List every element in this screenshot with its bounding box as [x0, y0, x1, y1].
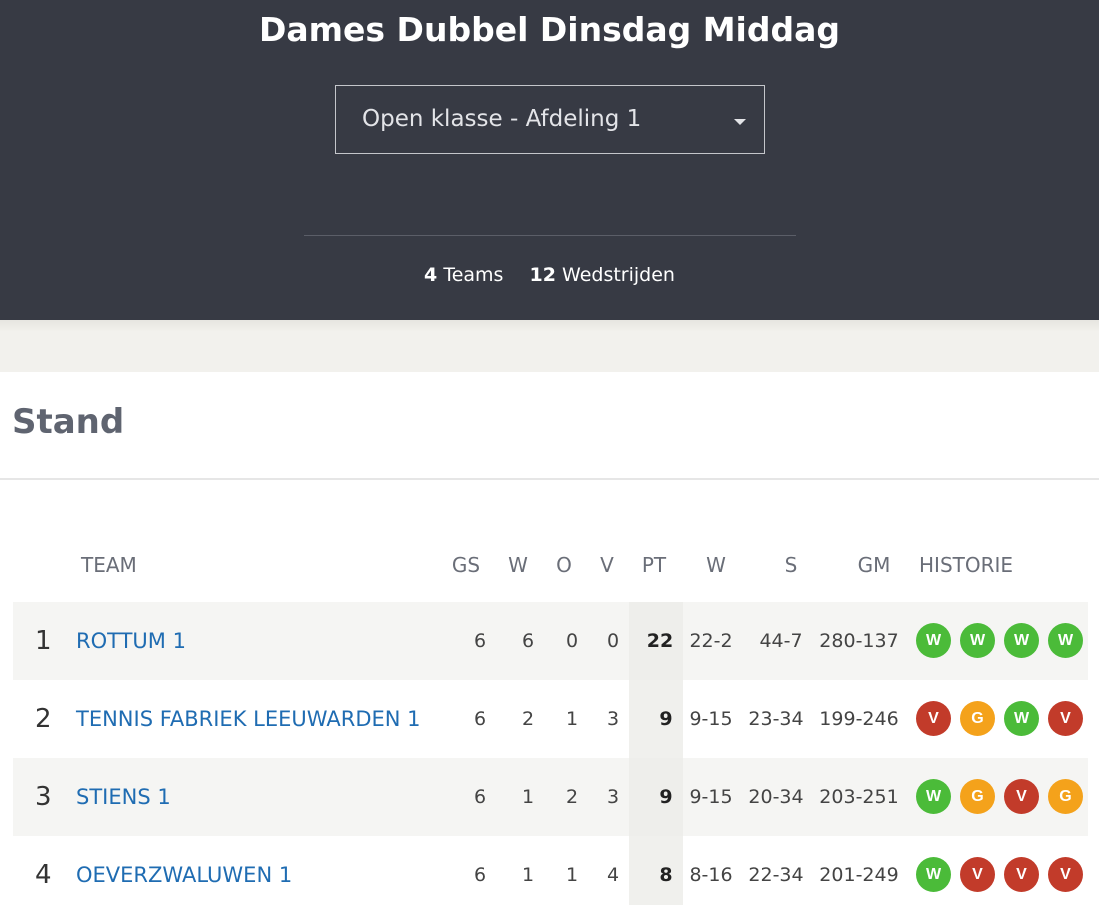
- history-badge: V: [1048, 701, 1083, 736]
- table-row: 1 ROTTUM 1 6 6 0 0 22 22-2 44-7 280-137 …: [13, 602, 1088, 680]
- cell-pt: 9: [659, 708, 673, 730]
- history-badge: W: [916, 857, 951, 892]
- cell-pt: 9: [659, 786, 673, 808]
- header-divider: [304, 235, 796, 236]
- cell-pt: 8: [659, 864, 673, 886]
- team-link[interactable]: STIENS 1: [76, 785, 171, 809]
- section-divider: [0, 478, 1099, 480]
- history-badge: G: [960, 701, 995, 736]
- history-badges: W V V V: [916, 857, 1092, 892]
- cell-w: 2: [521, 708, 535, 730]
- cell-gm: 201-249: [819, 864, 899, 886]
- history-badge: V: [1004, 857, 1039, 892]
- history-badge: V: [1048, 857, 1083, 892]
- table-row: 2 TENNIS FABRIEK LEEUWARDEN 1 6 2 1 3 9 …: [13, 680, 1088, 758]
- row-position: 2: [35, 704, 52, 734]
- team-link[interactable]: TENNIS FABRIEK LEEUWARDEN 1: [76, 707, 421, 731]
- cell-gs: 6: [473, 786, 487, 808]
- cell-v: 3: [606, 708, 620, 730]
- history-badge: W: [916, 623, 951, 658]
- teams-count: 4: [424, 264, 438, 286]
- cell-s: 44-7: [759, 630, 803, 652]
- row-position: 1: [35, 626, 52, 656]
- header-w2: W: [706, 553, 726, 577]
- competition-stats: 4 Teams 12 Wedstrijden: [0, 264, 1099, 286]
- cell-w2: 9-15: [689, 708, 733, 730]
- history-badge: V: [960, 857, 995, 892]
- teams-label: Teams: [443, 264, 504, 286]
- division-select[interactable]: Open klasse - Afdeling 1: [335, 85, 765, 154]
- cell-s: 23-34: [748, 708, 804, 730]
- table-row: 3 STIENS 1 6 1 2 3 9 9-15 20-34 203-251 …: [13, 758, 1088, 836]
- competition-header: Dames Dubbel Dinsdag Middag Open klasse …: [0, 0, 1099, 320]
- cell-v: 0: [606, 630, 620, 652]
- history-badge: G: [960, 779, 995, 814]
- history-badge: V: [916, 701, 951, 736]
- team-link[interactable]: ROTTUM 1: [76, 629, 186, 653]
- cell-s: 20-34: [748, 786, 804, 808]
- history-badge: W: [916, 779, 951, 814]
- header-s: S: [784, 553, 798, 577]
- page-title: Dames Dubbel Dinsdag Middag: [259, 10, 840, 49]
- history-badge: G: [1048, 779, 1083, 814]
- header-v: V: [600, 553, 614, 577]
- history-badge: W: [960, 623, 995, 658]
- matches-count: 12: [529, 264, 556, 286]
- cell-o: 1: [565, 708, 579, 730]
- matches-label: Wedstrijden: [562, 264, 675, 286]
- header-w: W: [508, 553, 528, 577]
- cell-w: 6: [521, 630, 535, 652]
- header-team: TEAM: [81, 553, 137, 577]
- cell-gs: 6: [473, 864, 487, 886]
- cell-gm: 203-251: [819, 786, 899, 808]
- history-badges: W W W W: [916, 623, 1092, 658]
- cell-gs: 6: [473, 708, 487, 730]
- history-badge: V: [1004, 779, 1039, 814]
- history-badge: W: [1048, 623, 1083, 658]
- section-title: Stand: [12, 402, 125, 442]
- header-historie: HISTORIE: [919, 553, 1014, 577]
- cell-s: 22-34: [748, 864, 804, 886]
- header-gs: GS: [451, 553, 481, 577]
- cell-gm: 280-137: [819, 630, 899, 652]
- history-badge: W: [1004, 701, 1039, 736]
- division-select-value: Open klasse - Afdeling 1: [362, 106, 642, 132]
- history-badge: W: [1004, 623, 1039, 658]
- cell-o: 2: [565, 786, 579, 808]
- chevron-down-icon: [734, 119, 746, 125]
- cell-w: 1: [521, 864, 535, 886]
- history-badges: W G V G: [916, 779, 1092, 814]
- cell-gm: 199-246: [819, 708, 899, 730]
- cell-w2: 8-16: [689, 864, 733, 886]
- cell-pt: 22: [646, 630, 674, 652]
- cell-o: 0: [565, 630, 579, 652]
- row-position: 3: [35, 782, 52, 812]
- header-gm: GM: [857, 553, 891, 577]
- cell-w2: 22-2: [689, 630, 733, 652]
- header-band: [0, 320, 1099, 372]
- cell-v: 4: [606, 864, 620, 886]
- table-row: 4 OEVERZWALUWEN 1 6 1 1 4 8 8-16 22-34 2…: [13, 836, 1088, 905]
- cell-gs: 6: [473, 630, 487, 652]
- cell-v: 3: [606, 786, 620, 808]
- row-position: 4: [35, 860, 52, 890]
- history-badges: V G W V: [916, 701, 1092, 736]
- header-o: O: [556, 553, 572, 577]
- team-link[interactable]: OEVERZWALUWEN 1: [76, 863, 293, 887]
- cell-w2: 9-15: [689, 786, 733, 808]
- cell-w: 1: [521, 786, 535, 808]
- header-pt: PT: [641, 553, 667, 577]
- cell-o: 1: [565, 864, 579, 886]
